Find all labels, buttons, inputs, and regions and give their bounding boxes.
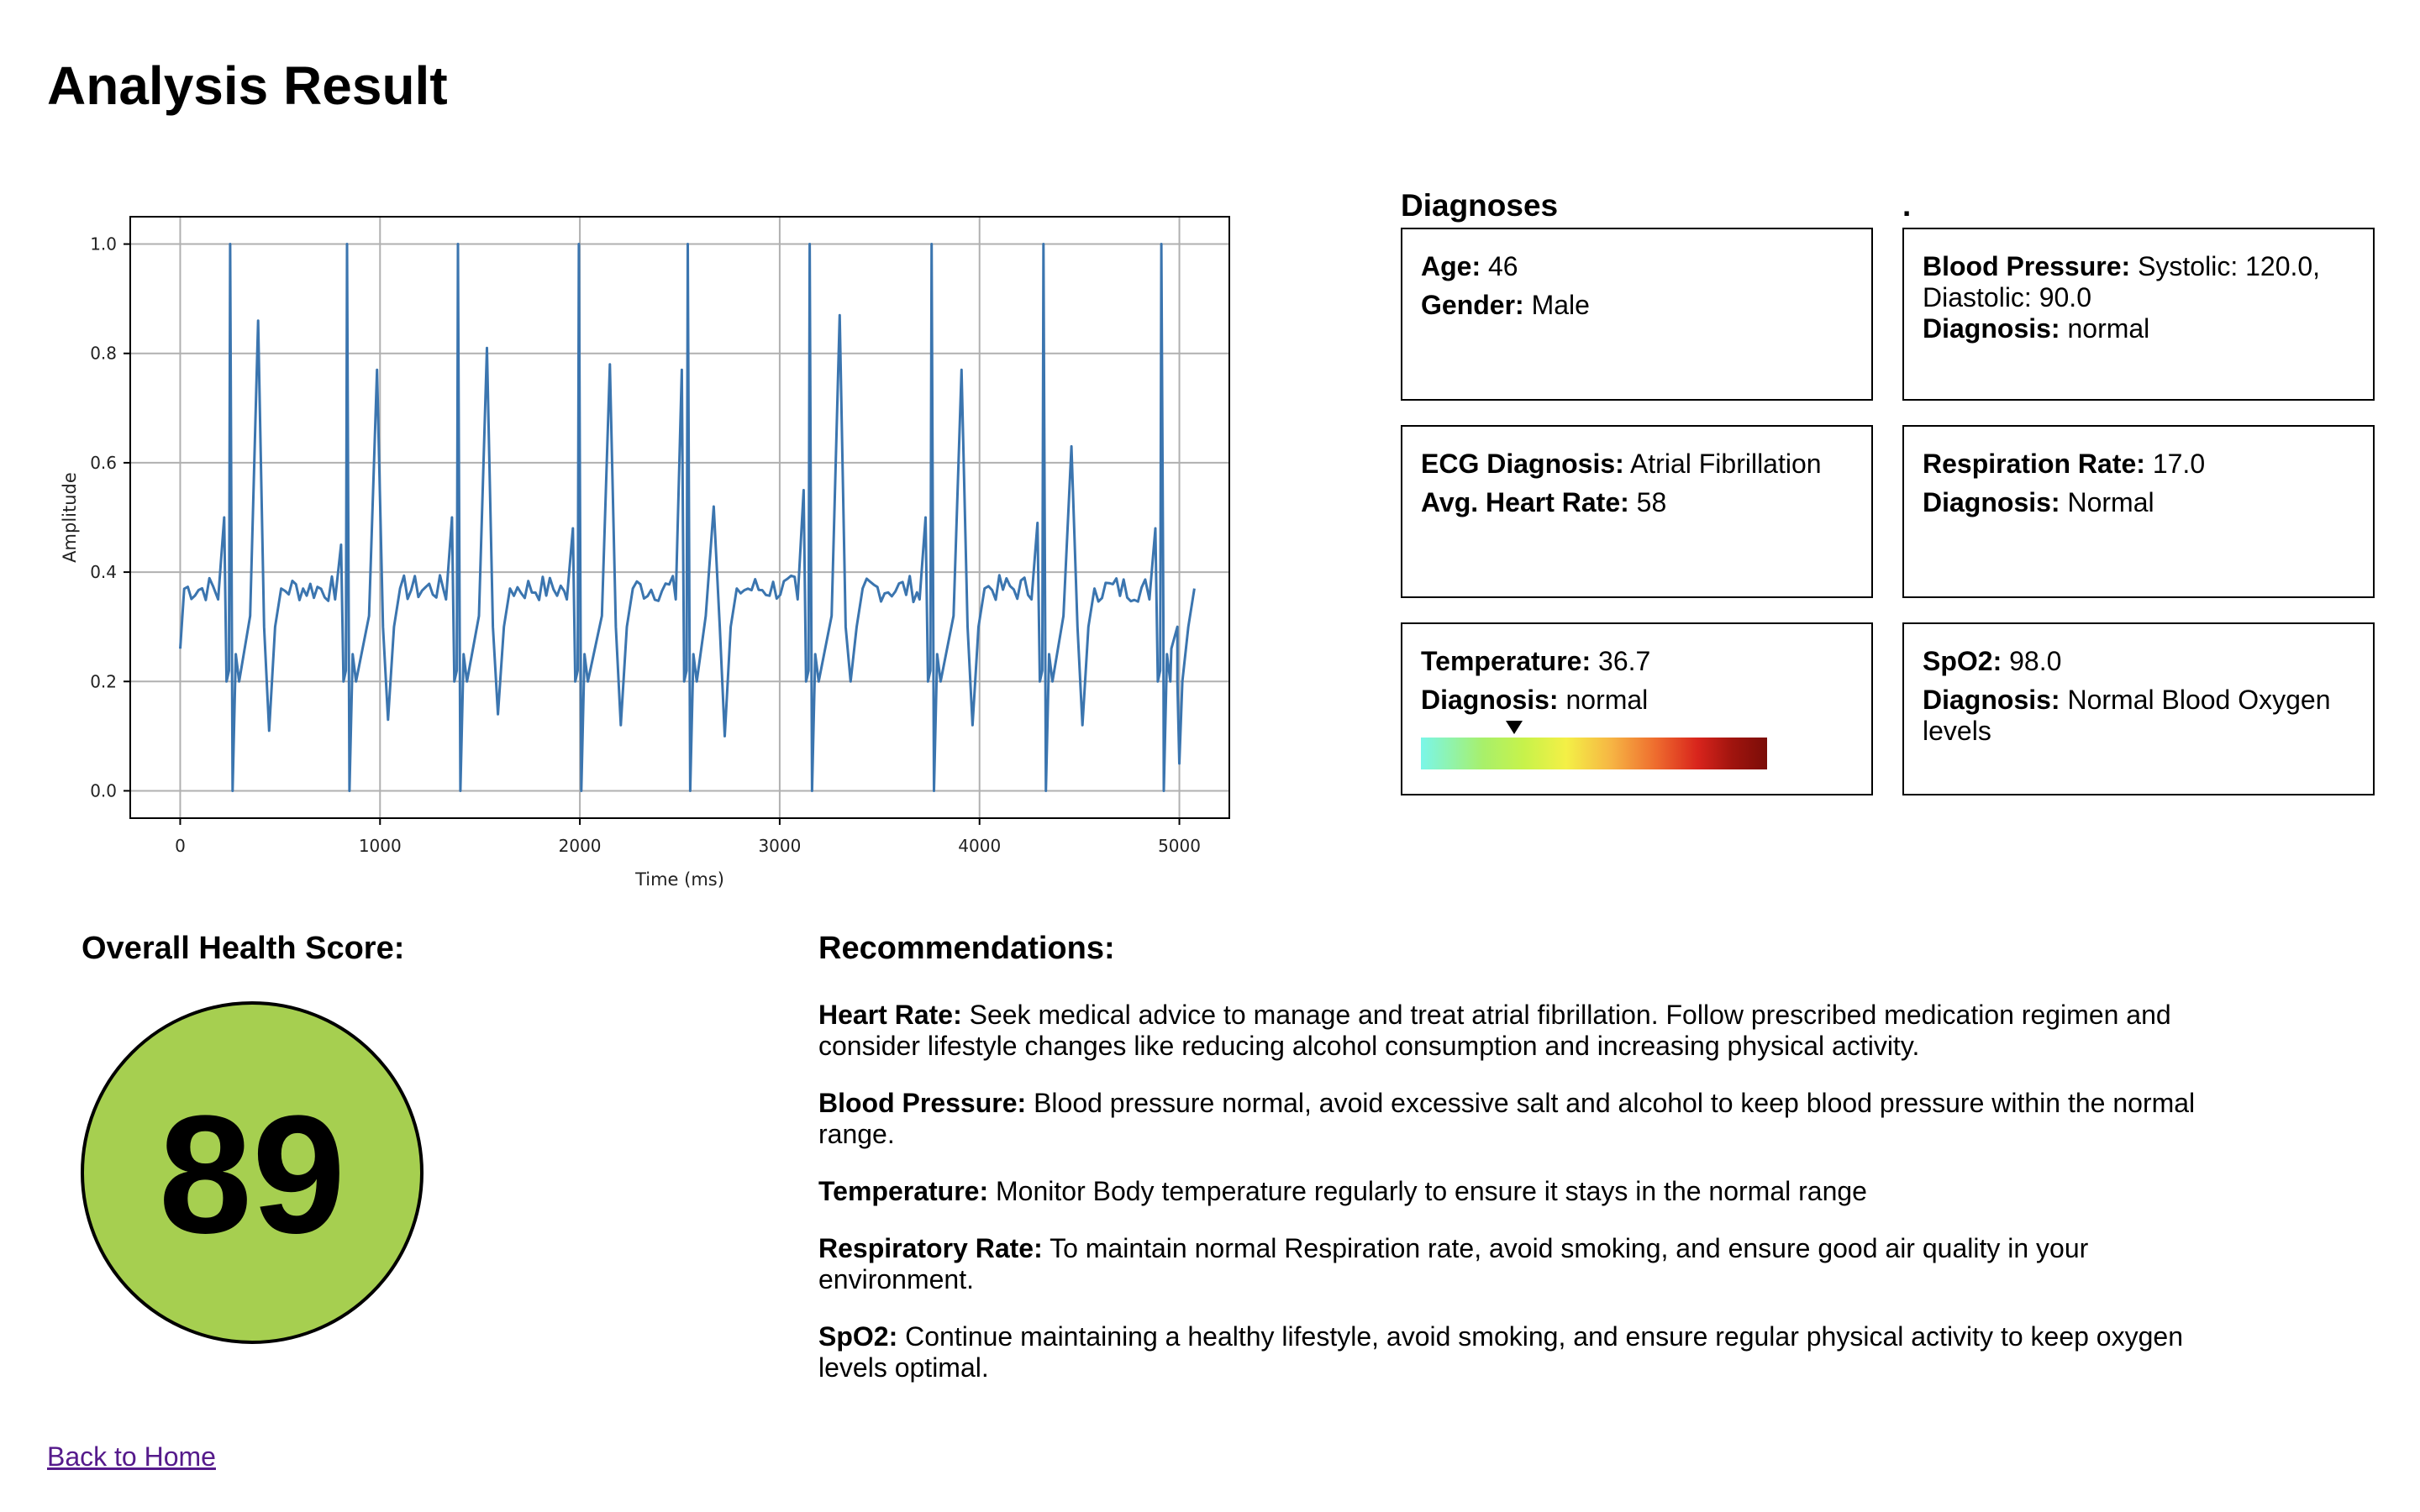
recommendation-label: Blood Pressure:: [818, 1088, 1027, 1118]
recommendation-text: Continue maintaining a healthy lifestyle…: [818, 1321, 2183, 1383]
y-tick-label: 0.8: [90, 344, 117, 364]
temperature-gradient-bar: [1421, 738, 1767, 769]
recommendation-label: Temperature:: [818, 1176, 989, 1206]
respiration-label: Respiration Rate:: [1923, 449, 2145, 479]
recommendation-text: To maintain normal Respiration rate, avo…: [818, 1233, 2089, 1294]
card-blood-pressure: Blood Pressure: Systolic: 120.0, Diastol…: [1902, 228, 2375, 401]
spo2-label: SpO2:: [1923, 646, 2002, 676]
y-tick-label: 0.6: [90, 453, 117, 473]
spo2-diagnosis-value: Normal Blood Oxygen levels: [1923, 685, 2331, 746]
recommendations-heading: Recommendations:: [818, 931, 1115, 966]
gender-value: Male: [1531, 290, 1590, 320]
x-axis-label: Time (ms): [634, 869, 724, 889]
health-score-heading: Overall Health Score:: [82, 931, 405, 966]
heart-rate-label: Avg. Heart Rate:: [1421, 487, 1629, 517]
ecg-series-line: [179, 243, 1196, 792]
age-value: 46: [1488, 251, 1518, 281]
respiration-value: 17.0: [2152, 449, 2206, 479]
temperature-diagnosis-value: normal: [1565, 685, 1649, 715]
diagnoses-heading: Diagnoses: [1401, 188, 1559, 223]
x-tick-label: 5000: [1158, 836, 1201, 856]
ecg-chart: 0 1000 2000 3000 4000 5000 0.0 0.2 0.4 0.6 0.8 1.0 T…: [60, 216, 1230, 889]
plot-frame: [129, 216, 1230, 819]
y-tick-label: 0.0: [90, 780, 117, 801]
recommendation-text: Monitor Body temperature regularly to en…: [996, 1176, 1867, 1206]
recommendation-spo2: SpO2: Continue maintaining a healthy lif…: [818, 1321, 2230, 1383]
recommendation-heart-rate: Heart Rate: Seek medical advice to manag…: [818, 1000, 2230, 1062]
card-temperature: Temperature: 36.7 Diagnosis: normal: [1401, 622, 1873, 795]
y-tick-label: 0.4: [90, 562, 117, 582]
respiration-diagnosis-label: Diagnosis:: [1923, 487, 2060, 517]
recommendation-label: Heart Rate:: [818, 1000, 962, 1030]
age-label: Age:: [1421, 251, 1481, 281]
bp-diagnosis-value: normal: [2067, 313, 2150, 344]
diagnoses-dot: .: [1902, 188, 1912, 223]
respiration-diagnosis-value: Normal: [2067, 487, 2154, 517]
y-tick-label: 1.0: [90, 234, 117, 255]
temperature-pointer-icon: [1506, 721, 1523, 734]
recommendation-text: Blood pressure normal, avoid excessive s…: [818, 1088, 2196, 1149]
temperature-diagnosis-label: Diagnosis:: [1421, 685, 1559, 715]
card-respiration: Respiration Rate: 17.0 Diagnosis: Normal: [1902, 425, 2375, 598]
recommendation-blood-pressure: Blood Pressure: Blood pressure normal, a…: [818, 1088, 2230, 1150]
ecg-value: Atrial Fibrillation: [1629, 449, 1822, 479]
x-tick-label: 3000: [758, 836, 801, 856]
spo2-value: 98.0: [2009, 646, 2062, 676]
ecg-label: ECG Diagnosis:: [1421, 449, 1624, 479]
page-title: Analysis Result: [47, 55, 448, 116]
bp-label: Blood Pressure:: [1923, 251, 2131, 281]
bp-diagnosis-label: Diagnosis:: [1923, 313, 2060, 344]
health-score-value: 89: [158, 1081, 346, 1268]
card-spo2: SpO2: 98.0 Diagnosis: Normal Blood Oxyge…: [1902, 622, 2375, 795]
card-demographics: Age: 46 Gender: Male: [1401, 228, 1873, 401]
x-tick-label: 1000: [359, 836, 402, 856]
spo2-diagnosis-label: Diagnosis:: [1923, 685, 2060, 715]
health-score-circle: 89: [81, 1001, 424, 1344]
recommendation-temperature: Temperature: Monitor Body temperature re…: [818, 1176, 2230, 1207]
back-to-home-link[interactable]: Back to Home: [47, 1441, 216, 1472]
y-tick-label: 0.2: [90, 671, 117, 691]
temperature-label: Temperature:: [1421, 646, 1591, 676]
recommendation-label: SpO2:: [818, 1321, 898, 1352]
gender-label: Gender:: [1421, 290, 1524, 320]
heart-rate-value: 58: [1636, 487, 1667, 517]
temperature-scale: [1421, 719, 1767, 769]
x-tick-label: 4000: [958, 836, 1001, 856]
recommendation-label: Respiratory Rate:: [818, 1233, 1043, 1263]
recommendation-respiratory-rate: Respiratory Rate: To maintain normal Res…: [818, 1233, 2230, 1295]
y-axis-label: Amplitude: [60, 472, 80, 563]
recommendation-text: Seek medical advice to manage and treat …: [818, 1000, 2171, 1061]
x-tick-label: 2000: [559, 836, 602, 856]
recommendations-list: Heart Rate: Seek medical advice to manag…: [818, 1000, 2230, 1410]
bp-value: Systolic: 120.0, Diastolic: 90.0: [1923, 251, 2321, 312]
card-ecg: ECG Diagnosis: Atrial Fibrillation Avg. …: [1401, 425, 1873, 598]
temperature-value: 36.7: [1598, 646, 1651, 676]
x-tick-label: 0: [175, 836, 186, 856]
